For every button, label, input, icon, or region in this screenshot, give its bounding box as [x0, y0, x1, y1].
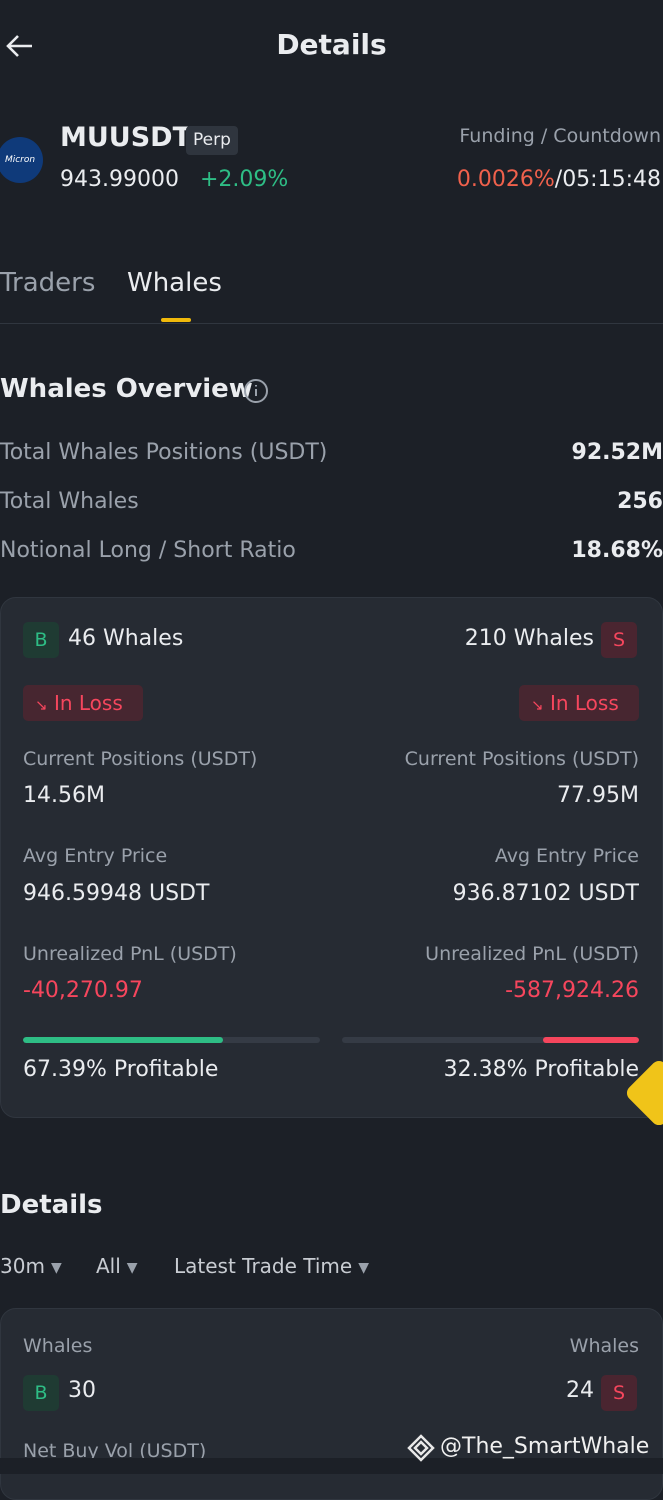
short-whales: 210 Whales — [464, 626, 594, 651]
filter[interactable]: 30m ▼ — [0, 1254, 62, 1278]
change: +2.09% — [200, 167, 289, 192]
row-value: 18.68% — [571, 538, 663, 563]
info-icon[interactable] — [243, 378, 269, 404]
count: 24 — [566, 1378, 594, 1403]
profitable: 32.38% Profitable — [443, 1057, 639, 1082]
loss-text: In Loss — [549, 691, 619, 715]
whales-card — [0, 597, 663, 1118]
row-label: Notional Long / Short Ratio — [0, 538, 296, 563]
tab[interactable]: Traders — [0, 268, 96, 298]
sell-badge: S — [601, 1375, 637, 1411]
buy-badge: B — [23, 622, 59, 658]
loss-badge: ↘ In Loss — [23, 685, 143, 721]
symbol: MUUSDT — [60, 122, 191, 153]
section-title: Whales Overview — [0, 374, 253, 404]
progress-track — [342, 1037, 639, 1043]
value: 936.87102 USDT — [452, 881, 639, 906]
progress-bar — [23, 1037, 224, 1043]
profitable: 67.39% Profitable — [23, 1057, 219, 1082]
price: 943.99000 — [60, 167, 179, 192]
page-title: Details — [276, 28, 387, 61]
funding-rate: 0.0026% — [456, 167, 555, 192]
label: Net Buy Vol (USDT) — [23, 1440, 207, 1462]
count: 30 — [68, 1378, 96, 1403]
countdown: 05:15:48 — [562, 167, 661, 192]
value: 14.56M — [23, 783, 105, 808]
back-button[interactable] — [4, 33, 34, 59]
watermark-icon — [407, 1434, 435, 1462]
pnl: -40,270.97 — [23, 978, 143, 1003]
sell-badge: S — [601, 622, 637, 658]
separator: / — [554, 167, 563, 192]
filter[interactable]: All ▼ — [96, 1254, 138, 1278]
label: Unrealized PnL (USDT) — [425, 943, 639, 965]
filter[interactable]: Latest Trade Time ▼ — [174, 1254, 370, 1278]
pnl: -587,924.26 — [505, 978, 639, 1003]
value: 77.95M — [557, 783, 639, 808]
label: Current Positions (USDT) — [23, 748, 258, 770]
label: Avg Entry Price — [23, 845, 168, 867]
watermark: @The_SmartWhale — [440, 1434, 650, 1459]
loss-text: In Loss — [53, 691, 123, 715]
label: Unrealized PnL (USDT) — [23, 943, 237, 965]
logo: Micron — [0, 137, 43, 183]
section-title: Details — [0, 1190, 103, 1220]
long-whales: 46 Whales — [68, 626, 184, 651]
bottom-fade — [0, 1458, 663, 1474]
buy-badge: B — [23, 1375, 59, 1411]
filter-text: All — [96, 1254, 121, 1278]
label: Whales — [569, 1335, 639, 1357]
row-value: 256 — [617, 489, 663, 514]
label: Whales — [23, 1335, 93, 1357]
filter-text: 30m — [0, 1254, 45, 1278]
row-label: Total Whales Positions (USDT) — [0, 440, 328, 465]
progress-track — [23, 1037, 320, 1043]
tab-indicator — [161, 318, 191, 322]
label: Avg Entry Price — [494, 845, 639, 867]
funding-label: Funding / Countdown — [459, 125, 661, 147]
label: Current Positions (USDT) — [404, 748, 639, 770]
tab-active[interactable]: Whales — [127, 268, 222, 298]
loss-badge: ↘ In Loss — [519, 685, 639, 721]
progress-bar — [542, 1037, 639, 1043]
row-label: Total Whales — [0, 489, 139, 514]
tag: Perp — [186, 126, 238, 155]
divider — [0, 323, 663, 324]
row-value: 92.52M — [571, 440, 663, 465]
filter-text: Latest Trade Time — [174, 1254, 353, 1278]
value: 946.59948 USDT — [23, 881, 210, 906]
